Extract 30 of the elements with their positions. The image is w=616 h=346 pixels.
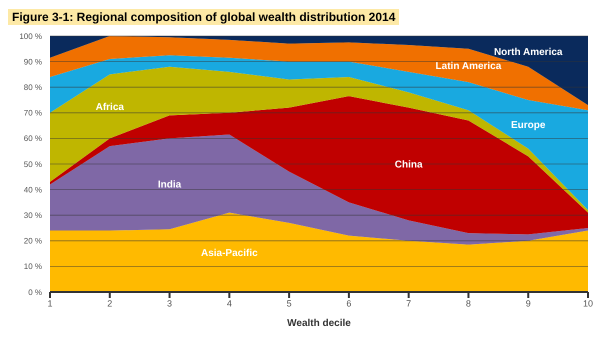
- y-tick-label: 0 %: [28, 288, 42, 297]
- x-tick-label: 5: [286, 298, 292, 308]
- x-tick-label: 10: [582, 298, 594, 308]
- chart-title: Figure 3-1: Regional composition of global wealth distribution 2014: [8, 9, 400, 25]
- y-tick-label: 70 %: [24, 108, 42, 118]
- x-tick-label: 3: [167, 298, 172, 308]
- series-label: Europe: [510, 120, 546, 131]
- series-label: Latin America: [436, 60, 502, 72]
- x-tick-label: 2: [107, 298, 112, 308]
- series-label: North America: [494, 46, 563, 58]
- x-tick-label: 9: [526, 298, 531, 308]
- series-label: Asia-Pacific: [200, 248, 258, 259]
- y-tick-label: 30 %: [24, 211, 42, 220]
- x-tick-label: 4: [226, 298, 232, 308]
- y-tick-label: 20 %: [24, 236, 42, 246]
- x-tick-label: 7: [406, 298, 412, 308]
- y-tick-label: 80 %: [24, 83, 42, 92]
- x-tick-label: 1: [47, 298, 53, 308]
- series-label: India: [158, 179, 182, 190]
- y-tick-label: 10 %: [24, 262, 42, 272]
- y-tick-label: 40 %: [24, 185, 42, 194]
- x-tick-label: 8: [466, 298, 471, 308]
- y-tick-label: 60 %: [24, 134, 42, 144]
- y-tick-label: 100 %: [19, 32, 42, 41]
- y-tick-label: 50 %: [24, 160, 42, 169]
- x-axis-title: Wealth decile: [287, 318, 352, 329]
- y-tick-label: 90 %: [24, 57, 42, 66]
- x-tick-label: 6: [346, 298, 352, 308]
- series-label: China: [394, 160, 423, 171]
- series-label: Africa: [96, 102, 124, 113]
